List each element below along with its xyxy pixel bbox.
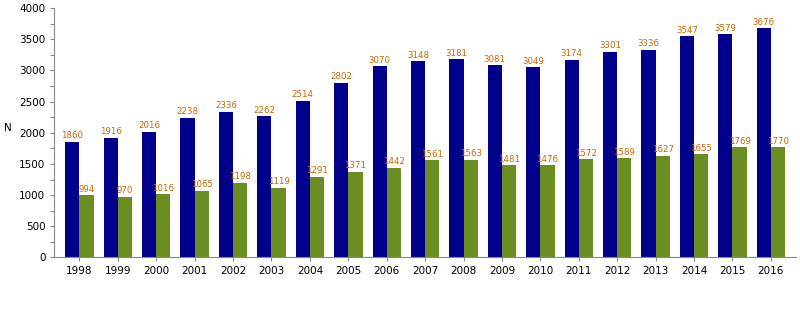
Bar xyxy=(565,60,578,257)
Text: 1627: 1627 xyxy=(652,146,674,154)
Text: 1481: 1481 xyxy=(498,154,520,164)
Text: 3049: 3049 xyxy=(522,57,544,66)
Bar xyxy=(104,138,118,257)
Text: 3336: 3336 xyxy=(638,39,659,48)
Bar xyxy=(603,52,618,257)
Bar xyxy=(578,159,593,257)
Text: 1860: 1860 xyxy=(62,131,83,140)
Text: 994: 994 xyxy=(78,185,94,194)
Text: 1198: 1198 xyxy=(230,172,251,181)
Legend: Donneurs recensés, Donneurs prélevés: Donneurs recensés, Donneurs prélevés xyxy=(294,327,557,330)
Bar xyxy=(488,65,502,257)
Text: 2336: 2336 xyxy=(215,101,237,110)
Text: 1589: 1589 xyxy=(614,148,635,157)
Bar xyxy=(694,154,708,257)
Text: 3181: 3181 xyxy=(446,49,467,58)
Bar xyxy=(386,168,401,257)
Text: 1769: 1769 xyxy=(729,137,750,146)
Bar xyxy=(450,59,463,257)
Bar xyxy=(618,158,631,257)
Bar xyxy=(156,194,170,257)
Text: 3148: 3148 xyxy=(407,51,429,60)
Bar xyxy=(310,177,324,257)
Bar xyxy=(771,147,785,257)
Bar xyxy=(642,50,656,257)
Bar xyxy=(373,66,386,257)
Bar xyxy=(526,67,540,257)
Text: 3081: 3081 xyxy=(484,55,506,64)
Bar xyxy=(271,188,286,257)
Text: 3301: 3301 xyxy=(599,41,621,50)
Bar xyxy=(680,36,694,257)
Bar xyxy=(65,142,79,257)
Bar xyxy=(463,160,478,257)
Text: 970: 970 xyxy=(117,186,133,195)
Bar xyxy=(258,116,271,257)
Bar xyxy=(540,165,554,257)
Text: 3070: 3070 xyxy=(369,55,390,65)
Bar xyxy=(118,197,132,257)
Bar xyxy=(757,28,771,257)
Text: 2514: 2514 xyxy=(292,90,314,99)
Bar xyxy=(733,147,746,257)
Bar xyxy=(296,101,310,257)
Y-axis label: N: N xyxy=(4,123,12,133)
Text: 1291: 1291 xyxy=(306,166,328,176)
Bar xyxy=(334,83,348,257)
Text: 1572: 1572 xyxy=(575,149,597,158)
Text: 2802: 2802 xyxy=(330,72,352,81)
Text: 3174: 3174 xyxy=(561,49,582,58)
Bar xyxy=(411,61,425,257)
Bar xyxy=(142,132,156,257)
Text: 1770: 1770 xyxy=(767,137,789,146)
Bar xyxy=(718,34,733,257)
Text: 3579: 3579 xyxy=(714,24,736,33)
Text: 1561: 1561 xyxy=(422,149,443,159)
Text: 1016: 1016 xyxy=(152,183,174,192)
Text: 1655: 1655 xyxy=(690,144,712,153)
Text: 2016: 2016 xyxy=(138,121,160,130)
Text: 2238: 2238 xyxy=(177,107,198,116)
Text: 1065: 1065 xyxy=(190,181,213,189)
Text: 1476: 1476 xyxy=(537,155,558,164)
Bar xyxy=(194,191,209,257)
Text: 3676: 3676 xyxy=(753,18,774,27)
Bar xyxy=(181,118,194,257)
Bar xyxy=(502,165,516,257)
Bar xyxy=(219,112,233,257)
Text: 1563: 1563 xyxy=(460,149,482,158)
Bar xyxy=(79,195,94,257)
Text: 1442: 1442 xyxy=(383,157,405,166)
Text: 1916: 1916 xyxy=(100,127,122,137)
Bar xyxy=(233,183,247,257)
Bar xyxy=(348,172,362,257)
Bar xyxy=(425,160,439,257)
Text: 3547: 3547 xyxy=(676,26,698,35)
Text: 2262: 2262 xyxy=(254,106,275,115)
Text: 1119: 1119 xyxy=(268,177,290,186)
Text: 1371: 1371 xyxy=(345,161,366,170)
Bar xyxy=(656,156,670,257)
